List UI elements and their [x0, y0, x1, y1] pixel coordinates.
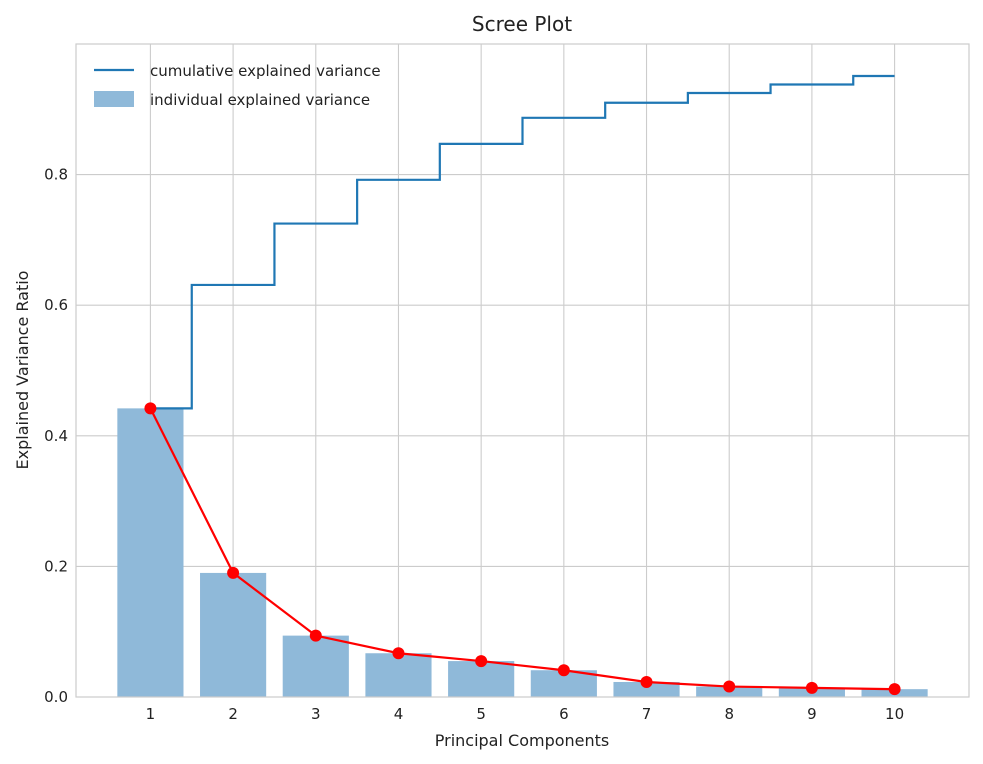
y-tick-label-0.2: 0.2 — [44, 557, 68, 575]
x-tick-label-8: 8 — [724, 705, 734, 723]
marker-pc-10 — [888, 683, 901, 696]
y-axis-label: Explained Variance Ratio — [13, 271, 32, 470]
bar-pc-1 — [117, 408, 184, 697]
x-tick-label-5: 5 — [476, 705, 486, 723]
bar-pc-4 — [365, 653, 432, 697]
marker-pc-2 — [227, 566, 240, 579]
marker-pc-6 — [557, 664, 570, 677]
legend-label-individual: individual explained variance — [150, 91, 370, 109]
y-tick-label-0.8: 0.8 — [44, 166, 68, 184]
x-tick-label-1: 1 — [146, 705, 156, 723]
bar-pc-3 — [282, 635, 349, 697]
x-tick-label-7: 7 — [642, 705, 652, 723]
x-axis-label: Principal Components — [435, 731, 610, 750]
marker-pc-7 — [640, 675, 653, 688]
marker-pc-8 — [723, 680, 736, 693]
plot-frame — [75, 43, 970, 698]
legend: cumulative explained variance individual… — [94, 62, 381, 109]
cumulative-variance-step-line — [150, 74, 895, 410]
bar-pc-7 — [613, 681, 680, 697]
legend-label-cumulative: cumulative explained variance — [150, 62, 381, 80]
chart-title: Scree Plot — [472, 12, 572, 36]
individual-variance-line — [149, 407, 895, 691]
x-tick-label-3: 3 — [311, 705, 321, 723]
y-tick-label-0.4: 0.4 — [44, 427, 68, 445]
x-tick-label-10: 10 — [885, 705, 904, 723]
ticks-layer: 1 2 3 4 5 6 7 8 9 10 0.0 0.2 0.4 0.6 0.8 — [44, 166, 904, 723]
marker-pc-9 — [805, 681, 818, 694]
marker-pc-5 — [475, 655, 488, 668]
bar-pc-2 — [200, 572, 267, 697]
y-tick-label-0.0: 0.0 — [44, 688, 68, 706]
marker-pc-4 — [392, 647, 405, 660]
marker-pc-1 — [144, 402, 157, 415]
marker-pc-3 — [309, 629, 322, 642]
x-tick-label-9: 9 — [807, 705, 817, 723]
y-tick-label-0.6: 0.6 — [44, 296, 68, 314]
x-tick-label-4: 4 — [394, 705, 404, 723]
lines-layer — [144, 74, 901, 696]
legend-swatch-individual — [94, 91, 134, 107]
x-tick-label-2: 2 — [228, 705, 238, 723]
x-tick-label-6: 6 — [559, 705, 569, 723]
